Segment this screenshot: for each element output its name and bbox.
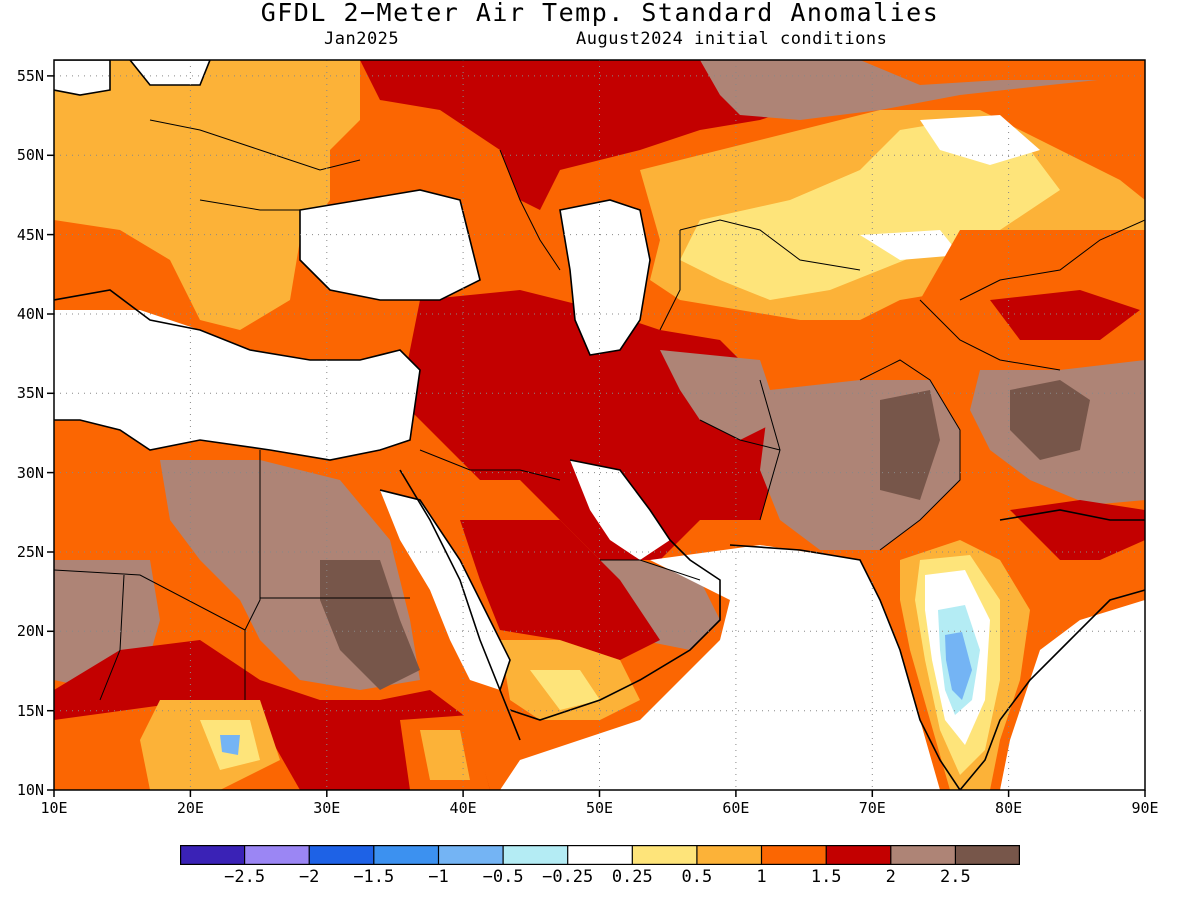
y-tick-label: 50N (17, 146, 44, 164)
x-tick-label: 70E (859, 799, 886, 817)
field-siberia-1.5 (860, 60, 1145, 85)
y-tick-label: 30N (17, 464, 44, 482)
colorbar-label: 0.25 (611, 867, 653, 887)
colorbar-swatch (890, 845, 956, 865)
mask-black-sea (300, 190, 480, 300)
colorbar-label: −0.25 (542, 867, 594, 887)
colorbar-swatch (244, 845, 310, 865)
colorbar-swatches (180, 845, 1020, 865)
colorbar-label: −1 (428, 867, 449, 887)
mask-arabian-sea (500, 545, 940, 790)
x-tick-label: 80E (995, 799, 1022, 817)
colorbar-swatch (632, 845, 697, 865)
y-tick-label: 10N (17, 781, 44, 799)
y-tick-label: 25N (17, 543, 44, 561)
field-europe-1b (150, 110, 300, 200)
mask-baltic (54, 60, 110, 95)
field-india-neg-0.5 (945, 632, 972, 700)
field-arabia-2 (460, 520, 660, 660)
x-tick-label: 90E (1131, 799, 1158, 817)
y-tick-label: 20N (17, 622, 44, 640)
y-tick-label: 35N (17, 384, 44, 402)
y-tick-label: 15N (17, 702, 44, 720)
colorbar-swatch (567, 845, 633, 865)
y-tick-label: 55N (17, 67, 44, 85)
y-tick-label: 45N (17, 226, 44, 244)
colorbar-labels: −2.5 −2 −1.5 −1 −0.5 −0.25 0.25 0.5 1 1.… (0, 867, 1200, 891)
colorbar-swatch (438, 845, 504, 865)
colorbar-swatch (696, 845, 762, 865)
tick-marks (47, 75, 1146, 797)
field-white-balkhash (860, 230, 960, 260)
x-tick-label: 20E (177, 799, 204, 817)
field-iran-2.5 (660, 350, 780, 440)
colorbar-swatch (955, 845, 1020, 865)
x-tick-label: 60E (722, 799, 749, 817)
x-tick-label: 30E (313, 799, 340, 817)
borders (54, 119, 1145, 701)
field-china-2 (990, 290, 1140, 340)
field-bangladesh-2 (1010, 500, 1145, 560)
x-axis-labels: 10E 20E 30E 40E 50E 60E 70E 80E 90E (40, 799, 1158, 817)
field-yemen-0.5 (530, 670, 600, 710)
mask-persian-gulf (570, 460, 670, 560)
field-europe-1 (54, 60, 360, 330)
colorbar-label: −2 (298, 867, 320, 887)
map-title: GFDL 2−Meter Air Temp. Standard Anomalie… (260, 0, 940, 27)
colorbar-swatch (503, 845, 568, 865)
x-tick-label: 50E (586, 799, 613, 817)
colorbar-label: −1.5 (353, 867, 395, 887)
anomaly-field (54, 60, 1145, 790)
mask-mediterranean (54, 310, 420, 460)
field-ethiopia-1 (420, 730, 470, 780)
field-chad-neg (220, 735, 240, 755)
x-tick-label: 40E (450, 799, 477, 817)
colorbar-swatch (180, 845, 245, 865)
colorbar-swatch (309, 845, 374, 865)
colorbar-label: 2.5 (940, 867, 971, 887)
y-tick-label: 40N (17, 305, 44, 323)
colorbar-label: 2 (885, 867, 896, 887)
initial-conditions-label: August2024 initial conditions (576, 29, 888, 49)
mask-bay-of-bengal (1000, 600, 1145, 790)
mask-caspian (560, 200, 650, 355)
field-sudan-3 (320, 560, 420, 690)
colorbar-swatch (761, 845, 827, 865)
x-tick-label: 10E (40, 799, 67, 817)
y-axis-labels: 55N 50N 45N 40N 35N 30N 25N 20N 15N 10N (17, 67, 44, 799)
colorbar-label: −2.5 (224, 867, 266, 887)
colorbar-label: 1.5 (810, 867, 842, 887)
field-kazakh-0.5 (680, 120, 1060, 300)
colorbar-label: −0.5 (482, 867, 524, 887)
forecast-month: Jan2025 (324, 29, 400, 49)
field-russia-2b (470, 60, 700, 130)
colorbar-swatch (373, 845, 439, 865)
colorbar (180, 845, 1020, 865)
field-tibet-3 (1010, 380, 1090, 460)
colorbar-label: 1 (756, 867, 767, 887)
field-white-kazakh (920, 115, 1040, 165)
mask-red-sea (380, 490, 510, 690)
colorbar-swatch (826, 845, 891, 865)
colorbar-label: 0.5 (681, 867, 713, 887)
